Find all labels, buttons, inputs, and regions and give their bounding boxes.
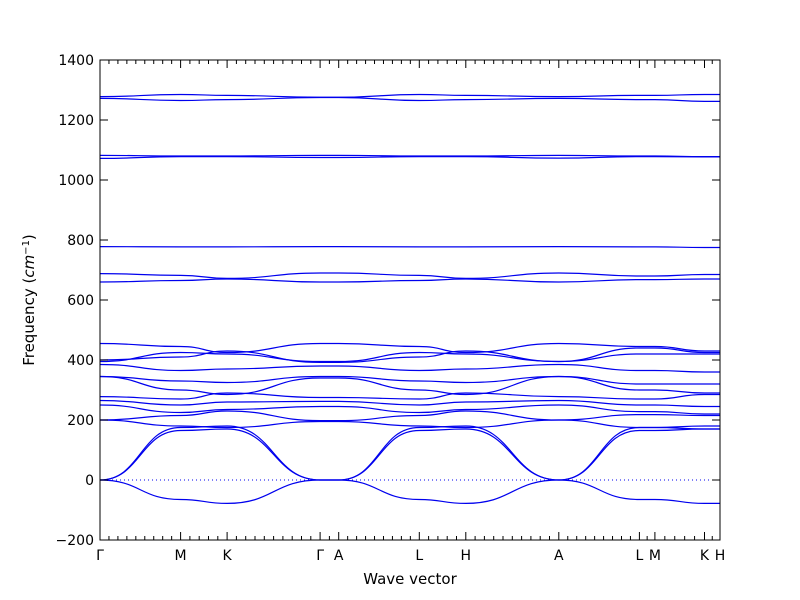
band-line-2 [100, 428, 720, 481]
band-line-17 [100, 245, 720, 249]
band-line-10 [100, 375, 720, 385]
y-axis-label-math: cm [20, 255, 38, 278]
band-line-6 [100, 404, 720, 415]
y-tick-label: 400 [67, 353, 94, 369]
x-tick-label-1: Γ [96, 548, 104, 564]
band-line-12 [100, 351, 720, 363]
band-line-14 [100, 342, 720, 354]
band-line-4 [100, 419, 720, 430]
band-line-1 [100, 479, 720, 505]
band-line-16 [100, 272, 720, 280]
y-tick-label: 200 [67, 413, 94, 429]
band-line-18 [100, 155, 720, 159]
y-tick-label: −200 [56, 533, 94, 549]
plot-area [100, 93, 720, 505]
x-tick-label-3: K [223, 548, 233, 564]
y-tick-label: 800 [67, 233, 94, 249]
y-tick-label: 1000 [58, 173, 94, 189]
y-axis-label-close: ) [20, 234, 38, 240]
y-axis-label: Frequency (cm−1) [20, 234, 38, 366]
band-line-8 [100, 392, 720, 400]
x-tick-label-12: H [715, 548, 726, 564]
band-line-9 [100, 375, 720, 396]
y-tick-label: 1400 [58, 53, 94, 69]
x-tick-label-9: L [635, 548, 643, 564]
band-line-7 [100, 399, 720, 408]
x-tick-label-6: L [415, 548, 423, 564]
y-tick-label: 1200 [58, 113, 94, 129]
band-line-5 [100, 410, 720, 422]
y-axis-label-sup: −1 [21, 240, 32, 255]
band-line-21 [100, 93, 720, 98]
plot-frame [99, 59, 721, 541]
x-tick-label-5: A [334, 548, 344, 564]
band-line-20 [100, 96, 720, 103]
x-axis-label: Wave vector [363, 570, 457, 588]
x-tick-label-4: Γ [316, 548, 324, 564]
y-axis-label-text: Frequency ( [20, 278, 38, 366]
band-line-19 [100, 154, 720, 158]
band-line-11 [100, 363, 720, 373]
band-line-3 [100, 425, 720, 481]
y-tick-label: 600 [67, 293, 94, 309]
x-tick-label-11: K [700, 548, 710, 564]
band-line-13 [100, 347, 720, 363]
x-tick-label-10: M [649, 548, 661, 564]
x-tick-label-8: A [554, 548, 564, 564]
band-line-15 [100, 278, 720, 283]
y-tick-label: 0 [85, 473, 94, 489]
x-tick-label-7: H [461, 548, 472, 564]
x-tick-label-2: M [175, 548, 187, 564]
